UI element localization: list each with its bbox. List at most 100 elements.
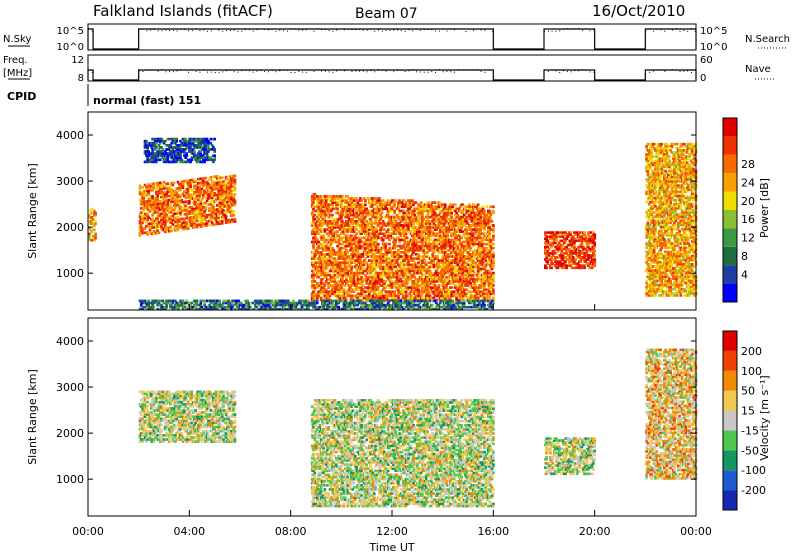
power-cell [424, 267, 428, 271]
power-cell [327, 246, 330, 250]
power-cell [360, 294, 363, 298]
power-cell [319, 222, 323, 225]
freq-line-dot [476, 69, 478, 71]
power-cell [143, 183, 147, 187]
power-cell [409, 255, 413, 258]
power-cell [342, 197, 346, 200]
power-cell [189, 144, 192, 147]
freq-line-dot [454, 71, 456, 73]
nsky-line-dot [172, 29, 174, 31]
nsky-line-dot [264, 28, 266, 30]
power-cell [346, 244, 349, 248]
power-cell [383, 269, 386, 273]
power-cell [443, 255, 447, 258]
power-cell [146, 156, 149, 159]
power-cell [374, 292, 377, 296]
power-cell [388, 286, 391, 289]
power-cell [386, 228, 390, 231]
power-cell [337, 197, 341, 200]
power-cell [347, 280, 351, 283]
power-cell [322, 265, 325, 269]
power-cell [417, 211, 420, 215]
freq-line-dot [593, 71, 595, 73]
power-cell [336, 261, 339, 264]
power-cell [389, 265, 393, 269]
power-cell [228, 206, 232, 209]
power-cell [386, 230, 390, 233]
power-cell [336, 288, 339, 291]
power-cell [226, 202, 229, 206]
power-cell [390, 220, 394, 223]
power-cell [412, 251, 415, 254]
power-cell [419, 201, 423, 204]
power-cell [376, 236, 380, 240]
power-cell [200, 204, 204, 207]
power-cell [451, 282, 455, 285]
power-cell [421, 211, 424, 215]
power-cell [403, 271, 406, 275]
power-cell [408, 292, 412, 296]
power-cell [374, 220, 377, 223]
power-cell [323, 255, 327, 258]
power-cell [165, 228, 168, 231]
power-cell [443, 263, 447, 267]
freq-line-dot [359, 70, 361, 72]
power-cell [193, 222, 196, 225]
power-cell [323, 228, 327, 231]
power-cell [176, 209, 180, 213]
power-cell [417, 205, 420, 209]
power-cell [360, 261, 363, 264]
power-cell [399, 261, 403, 264]
power-cell [164, 224, 167, 227]
power-cell [395, 261, 399, 264]
nsky-line-dot [305, 29, 307, 31]
power-cell [156, 204, 159, 208]
power-cell [314, 209, 318, 213]
power-cell [359, 226, 362, 229]
power-cell [166, 226, 170, 229]
power-cell [435, 242, 438, 246]
power-cell [455, 236, 458, 240]
power-cell [366, 240, 370, 244]
power-cell [232, 195, 235, 198]
nsky-line-dot [283, 30, 285, 32]
power-cell [378, 290, 381, 293]
power-cell [194, 211, 197, 214]
power-cell [394, 228, 398, 231]
power-cell [322, 286, 325, 289]
power-cell [210, 148, 214, 151]
power-cell [310, 224, 314, 227]
nsky-line-dot [362, 29, 364, 31]
power-cell [360, 286, 363, 289]
power-cell [203, 218, 206, 221]
power-cell [366, 251, 370, 254]
power-cell [332, 217, 336, 221]
power-cell [200, 146, 204, 149]
power-cell [152, 141, 156, 145]
power-cell [398, 284, 401, 287]
freq-line-dot [146, 69, 148, 71]
power-cell [207, 150, 210, 153]
power-cell [324, 222, 328, 225]
power-cell [404, 263, 408, 267]
power-cell [91, 218, 95, 221]
power-cell [161, 199, 165, 203]
power-cell [433, 255, 437, 258]
power-cell [190, 178, 194, 182]
power-cell [378, 282, 381, 285]
power-cell [386, 236, 390, 240]
power-cell [338, 236, 342, 240]
power-cell [395, 269, 399, 273]
power-cell [407, 275, 410, 279]
power-cell [454, 217, 457, 221]
power-cell [90, 238, 94, 242]
power-cell [231, 212, 234, 215]
power-cell [91, 236, 95, 240]
power-cell [457, 238, 461, 242]
power-cell [195, 184, 199, 187]
power-cell [424, 238, 428, 242]
freq-line-dot [294, 71, 296, 73]
power-cell [346, 242, 349, 246]
power-cell [398, 269, 401, 273]
power-cell [442, 249, 446, 252]
